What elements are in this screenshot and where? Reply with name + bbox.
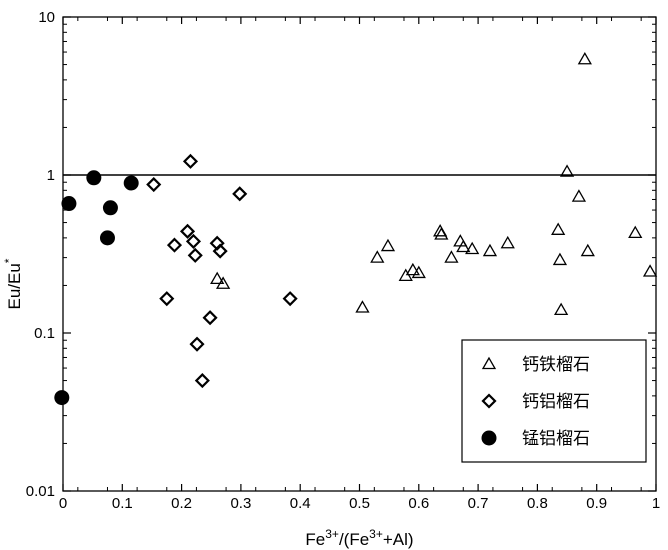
diamond-point [166,237,183,253]
x-tick-label: 0.7 [468,495,489,512]
triangle-point [444,250,459,263]
diamond-point [282,291,298,307]
circle-point [86,170,102,186]
y-axis-label: Eu/Eu* [2,258,24,309]
x-tick-label: 0 [59,495,67,512]
x-tick-label: 0.1 [112,495,133,512]
x-tick-label: 0.8 [527,495,548,512]
circle-point [123,175,139,191]
circle-point [99,230,115,246]
data-points [54,51,658,406]
legend-circle-icon [481,430,497,446]
triangle-point [465,241,480,255]
triangle-point [577,51,592,65]
x-tick-label: 0.5 [349,495,370,512]
triangle-point [580,243,595,257]
circle-point [54,390,70,406]
series-diamond [146,153,298,389]
triangle-point [571,189,587,202]
triangle-point [380,238,396,252]
diamond-point [194,373,210,389]
diamond-point [146,177,162,193]
diamond-point [212,243,228,259]
triangle-point [405,262,420,276]
triangle-point [215,276,231,289]
x-axis: 0 0.1 0.2 0.3 0.4 0.5 0.6 0.7 0.8 0.9 1 [59,17,660,512]
triangle-point [500,235,515,249]
triangle-point [210,271,225,285]
legend-triangle-icon [481,356,497,370]
series-circle [54,170,139,406]
y-tick-label: 0.01 [26,483,55,500]
series-triangle [210,51,658,316]
circle-point [102,200,118,216]
y-tick-label: 1 [47,167,55,184]
x-tick-label: 0.4 [290,495,311,512]
circle-point [61,196,77,212]
diamond-point [179,223,196,239]
x-axis-label: Fe3+/(Fe3++Al) [305,527,413,549]
legend-label: 锰铝榴石 [522,429,590,449]
triangle-point [370,250,385,263]
triangle-point [411,265,426,279]
diamond-point [232,186,248,202]
legend-label: 钙铁榴石 [522,355,590,375]
legend-label: 钙铝榴石 [522,392,590,412]
legend-diamond-icon [481,393,497,409]
triangle-point [552,252,568,266]
x-tick-label: 0.3 [230,495,251,512]
diamond-point [187,247,203,263]
diamond-point [185,233,202,249]
x-tick-label: 1 [652,495,660,512]
triangle-point [355,300,370,313]
x-tick-label: 0.2 [171,495,192,512]
triangle-point [456,239,471,253]
x-tick-label: 0.9 [586,495,607,512]
diamond-point [159,291,175,307]
diamond-point [189,336,205,352]
diamond-point [182,153,199,169]
triangle-point [628,225,643,239]
y-tick-label: 10 [38,9,55,26]
triangle-point [642,264,658,277]
axis-labels: Fe3+/(Fe3++Al) Eu/Eu* [2,258,414,549]
y-tick-label: 0.1 [34,325,55,342]
triangle-point [551,222,566,235]
triangle-point [553,302,569,316]
triangle-point [482,243,498,257]
diamond-point [202,310,218,326]
x-tick-label: 0.6 [408,495,429,512]
triangle-point [434,227,449,240]
triangle-point [559,164,575,177]
